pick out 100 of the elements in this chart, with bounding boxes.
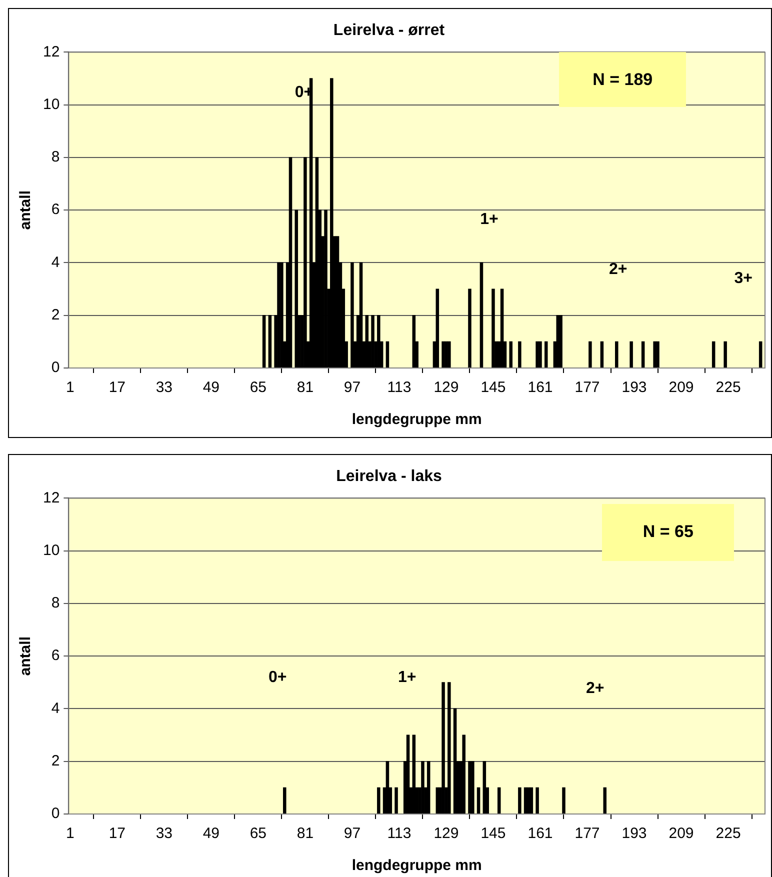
annotation: 0+ <box>268 668 287 687</box>
x-tick-label: 49 <box>202 825 220 842</box>
bar <box>492 288 495 368</box>
bar <box>394 787 398 814</box>
x-tick-label: 65 <box>250 825 267 842</box>
bar <box>536 341 539 368</box>
bar <box>386 761 390 814</box>
x-tick-label: 209 <box>668 379 694 396</box>
x-tick-label: 81 <box>296 825 314 842</box>
x-tick-label: 209 <box>668 825 694 842</box>
y-tick-label: 8 <box>51 594 60 612</box>
bar <box>426 761 430 814</box>
bar <box>509 341 512 368</box>
bar <box>462 734 466 814</box>
y-axis-title: antall <box>17 190 34 230</box>
label-box: N = 65 <box>602 504 734 561</box>
annotation: 3+ <box>734 270 753 288</box>
bar <box>436 288 440 368</box>
bar <box>453 708 457 814</box>
annotation: 1+ <box>480 210 498 229</box>
y-tick-label: 2 <box>51 752 60 770</box>
bar <box>288 157 292 368</box>
x-tick-label: 161 <box>528 825 553 842</box>
x-tick-label: 193 <box>622 825 647 842</box>
bar <box>371 315 374 368</box>
bar <box>350 262 354 368</box>
bar <box>442 682 445 814</box>
x-tick-label: 65 <box>250 379 267 396</box>
bar <box>406 734 410 814</box>
x-tick-label: 1 <box>66 379 74 396</box>
bar <box>518 341 522 368</box>
bar <box>653 341 656 368</box>
y-tick-label: 6 <box>51 201 60 218</box>
bar <box>377 787 380 814</box>
label-box: N = 189 <box>558 52 686 107</box>
bar <box>588 341 592 368</box>
bar <box>641 341 645 368</box>
x-tick-label: 81 <box>296 379 314 396</box>
x-tick-label: 145 <box>480 825 506 842</box>
y-tick-label: 8 <box>51 148 60 166</box>
x-tick-label: 33 <box>156 825 173 842</box>
x-tick-label: 161 <box>528 379 553 396</box>
bar <box>497 787 501 814</box>
bar <box>615 341 618 368</box>
bar <box>524 787 528 814</box>
x-tick-label: 49 <box>202 379 220 396</box>
y-tick-label: 10 <box>42 542 60 559</box>
bar <box>377 315 380 368</box>
bar <box>538 341 542 368</box>
bar <box>724 341 727 368</box>
bar <box>309 78 313 368</box>
x-tick-label: 97 <box>344 379 361 396</box>
annotation: N = 189 <box>592 70 653 90</box>
bar <box>500 288 504 368</box>
bar <box>268 315 272 368</box>
bar <box>277 262 280 368</box>
bar <box>603 787 607 814</box>
annotation: N = 65 <box>642 522 694 542</box>
x-tick-label: 177 <box>574 379 600 396</box>
bar <box>330 78 334 368</box>
bar <box>448 682 451 814</box>
bar <box>262 315 266 368</box>
x-tick-label: 1 <box>66 825 74 842</box>
y-tick-label: 6 <box>51 647 60 664</box>
chart-title: Leirelva - ørret <box>333 22 446 40</box>
x-tick-label: 97 <box>344 825 361 842</box>
bar <box>304 157 307 368</box>
chart-title: Leirelva - laks <box>336 468 442 486</box>
y-tick-label: 12 <box>42 43 60 60</box>
bar <box>559 315 562 368</box>
bar <box>324 210 328 368</box>
x-tick-label: 17 <box>108 379 126 396</box>
y-tick-label: 2 <box>51 306 60 324</box>
x-tick-label: 177 <box>574 825 600 842</box>
annotation: 2+ <box>608 261 628 280</box>
x-axis-title: lengdegruppe mm <box>352 857 482 874</box>
x-tick-label: 113 <box>387 825 412 842</box>
x-tick-label: 225 <box>716 825 741 842</box>
y-tick-label: 0 <box>51 359 60 376</box>
bar <box>712 341 716 368</box>
bar <box>544 341 548 368</box>
annotation: 1+ <box>398 668 416 687</box>
bar <box>530 787 534 814</box>
x-tick-label: 129 <box>434 379 459 396</box>
y-tick-label: 4 <box>51 700 60 717</box>
bar <box>359 262 363 368</box>
bar <box>630 341 633 368</box>
bar <box>471 761 474 814</box>
bar <box>283 787 286 814</box>
x-tick-label: 225 <box>716 379 741 396</box>
x-tick-label: 145 <box>480 379 506 396</box>
y-tick-label: 0 <box>51 805 60 822</box>
bar <box>386 341 390 368</box>
bar <box>536 787 539 814</box>
x-tick-label: 113 <box>387 379 412 396</box>
bar <box>442 341 445 368</box>
y-tick-label: 12 <box>42 489 60 506</box>
bar <box>758 341 762 368</box>
bar <box>518 787 522 814</box>
annotation: 2+ <box>586 680 604 698</box>
